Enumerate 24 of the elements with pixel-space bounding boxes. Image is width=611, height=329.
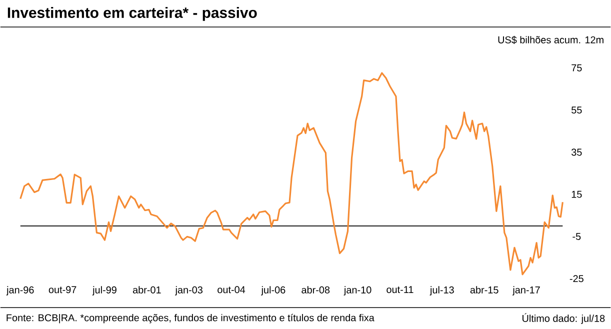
x-tick-label: jan-17 bbox=[512, 286, 540, 296]
x-tick-label: out-97 bbox=[48, 286, 76, 294]
y-tick-label: 35 bbox=[571, 148, 582, 156]
x-tick-label: jan-10 bbox=[344, 286, 372, 296]
y-tick-label: -5 bbox=[572, 233, 581, 240]
x-tick-label: jan-96 bbox=[6, 286, 34, 296]
x-tick-label: abr-15 bbox=[470, 286, 498, 294]
x-tick-label: jul-99 bbox=[92, 286, 116, 296]
y-axis-title: US$ bilhões acum. 12m bbox=[498, 36, 604, 44]
x-tick-label: out-11 bbox=[386, 286, 414, 294]
x-tick-label: abr-01 bbox=[132, 286, 161, 294]
y-tick-label: 15 bbox=[572, 191, 582, 198]
chart-title: Investimento em carteira* - passivo bbox=[8, 7, 257, 22]
source-note: Fonte: BCB|RA. *compreende ações, fundos de investimento e títulos de renda fixa bbox=[6, 314, 374, 324]
text: Último dado: jul/18 bbox=[522, 313, 605, 324]
x-tick-label: jul-06 bbox=[261, 286, 286, 296]
x-tick-label: jul-13 bbox=[430, 286, 454, 296]
y-tick-label: 75 bbox=[572, 64, 582, 72]
x-tick-label: abr-08 bbox=[302, 286, 330, 294]
y-tick-label: 55 bbox=[572, 106, 582, 114]
x-tick-label: jan-03 bbox=[175, 286, 202, 296]
x-tick-label: out-04 bbox=[218, 286, 246, 294]
line-series bbox=[20, 72, 564, 276]
y-tick-label: -25 bbox=[570, 275, 584, 282]
